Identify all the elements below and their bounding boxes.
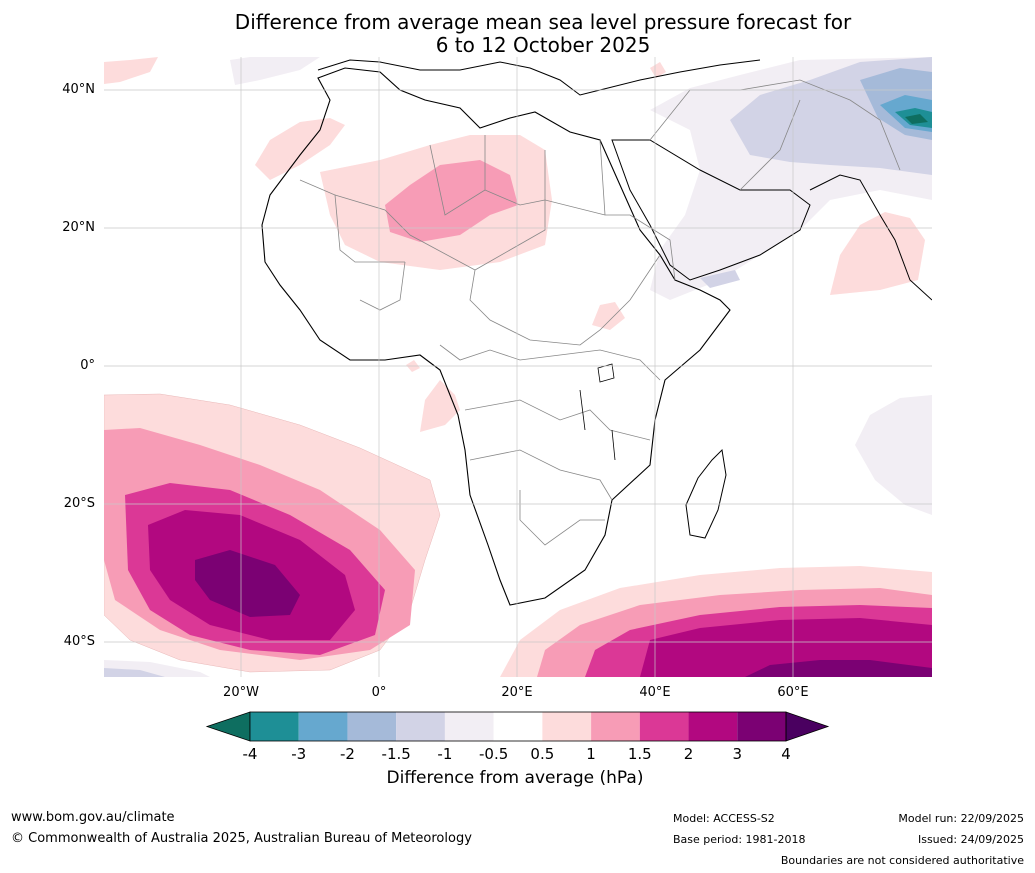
colorbar-tick-label: 0.5 [530,745,555,763]
map-title-line2: 6 to 12 October 2025 [435,33,651,57]
boundary-disclaimer: Boundaries are not considered authoritat… [780,854,1024,867]
lon-label-20w: 20°W [223,685,259,700]
lat-label-40n: 40°N [62,82,95,97]
map-title-line1: Difference from average mean sea level p… [234,10,852,34]
colorbar-tick-label: -4 [242,745,258,763]
issued-date: Issued: 24/09/2025 [917,833,1024,846]
colorbar-frame [249,711,787,742]
lon-label-0: 0° [371,685,387,700]
gridlines [104,57,932,677]
model-name: Model: ACCESS-S2 [673,812,775,825]
asia-low-anomaly [230,57,932,515]
colorbar-tick-label: -1.5 [381,745,411,763]
colorbar-tick-label: 4 [781,745,791,763]
lat-label-20s: 20°S [63,496,95,511]
south-atlantic-anomaly [104,393,441,673]
copyright-text: © Commonwealth of Australia 2025, Austra… [11,831,472,846]
colorbar-segment [298,712,348,741]
colorbar-extend-low [205,711,251,742]
colorbar-tick-label: 1 [586,745,596,763]
model-run-date: Model run: 22/09/2025 [898,812,1024,825]
africa-coastline [261,67,731,606]
india-anomaly [830,212,925,295]
colorbar-segment [688,712,738,741]
colorbar-segment [396,712,445,741]
colorbar-segment [639,712,689,741]
colorbar-tick-label: 3 [732,745,743,763]
colorbar-segment [250,712,299,741]
colorbar-tick-label: -2 [339,745,355,763]
base-period: Base period: 1981-2018 [673,833,806,846]
lon-label-60e: 60°E [777,685,809,700]
country-boundaries [299,79,901,546]
lat-label-40s: 40°S [63,634,95,649]
south-indian-anomaly [500,566,932,677]
website-link[interactable]: www.bom.gov.au/climate [11,810,175,825]
colorbar-segment [347,712,397,741]
colorbar-label: Difference from average (hPa) [386,768,644,788]
colorbar-tick-label: -1 [437,745,453,763]
colorbar-segment [591,712,640,741]
lon-label-40e: 40°E [639,685,671,700]
madagascar-coastline [685,448,727,539]
colorbar-tick-label: 2 [683,745,694,763]
map-panel [104,57,932,677]
colorbar-segment [493,712,543,741]
colorbar-tick-label: -3 [291,745,307,763]
colorbar [205,711,830,742]
colorbar-segment [542,712,592,741]
arabia-coastline [611,139,811,281]
colorbar-segment [737,712,786,741]
colorbar-tick-label: 1.5 [627,745,652,763]
colorbar-tick-label: -0.5 [478,745,509,763]
lon-label-20e: 20°E [501,685,533,700]
morocco-anomaly [255,118,345,180]
lat-label-20n: 20°N [62,220,95,235]
colorbar-segment [444,712,494,741]
europe-asia-coastline [317,59,932,301]
colorbar-extend-high [785,711,830,742]
lat-label-equator: 0° [80,358,95,373]
